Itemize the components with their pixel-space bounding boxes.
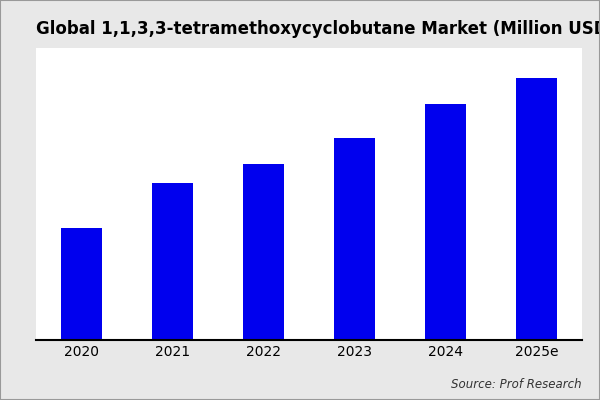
- Text: Global 1,1,3,3-tetramethoxycyclobutane Market (Million USD): Global 1,1,3,3-tetramethoxycyclobutane M…: [36, 20, 600, 38]
- Bar: [516, 78, 557, 340]
- Bar: [243, 164, 284, 340]
- Bar: [334, 138, 375, 340]
- Bar: [61, 228, 102, 340]
- Bar: [425, 104, 466, 340]
- Bar: [152, 183, 193, 340]
- Text: Source: Prof Research: Source: Prof Research: [451, 378, 582, 391]
